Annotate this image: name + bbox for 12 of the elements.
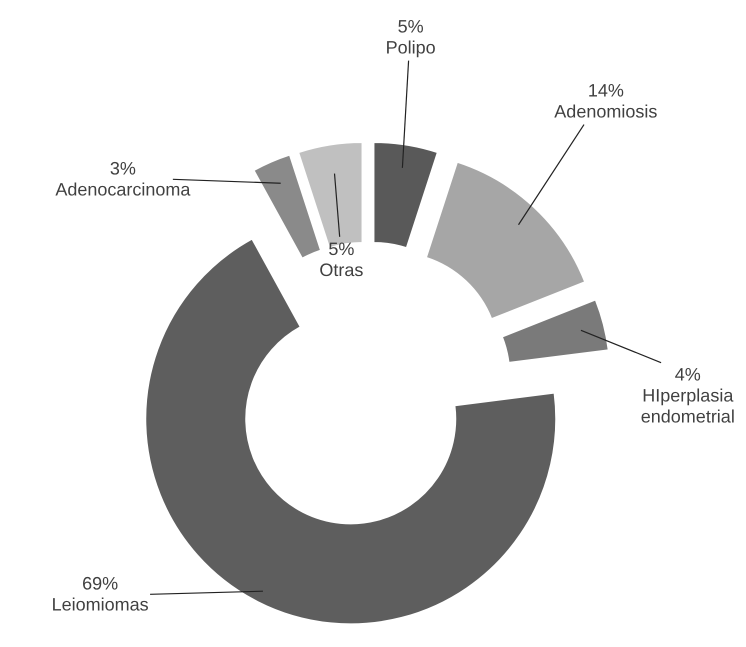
slice-label: Otras: [319, 260, 364, 280]
data-label: 5%: [328, 238, 354, 259]
slice-label: Polipo: [386, 38, 436, 58]
data-label: 69%: [82, 573, 118, 594]
slice-label: Leiomiomas: [52, 594, 149, 614]
data-label: 3%: [110, 158, 136, 178]
slice-label: HIperplasia endometrial: [640, 386, 735, 427]
slice-label: Adenomiosis: [554, 102, 658, 122]
data-label: 5%: [398, 16, 424, 37]
data-label: 4%: [674, 364, 701, 385]
slice-label: Adenocarcinoma: [55, 179, 192, 200]
data-label: 14%: [588, 80, 624, 101]
